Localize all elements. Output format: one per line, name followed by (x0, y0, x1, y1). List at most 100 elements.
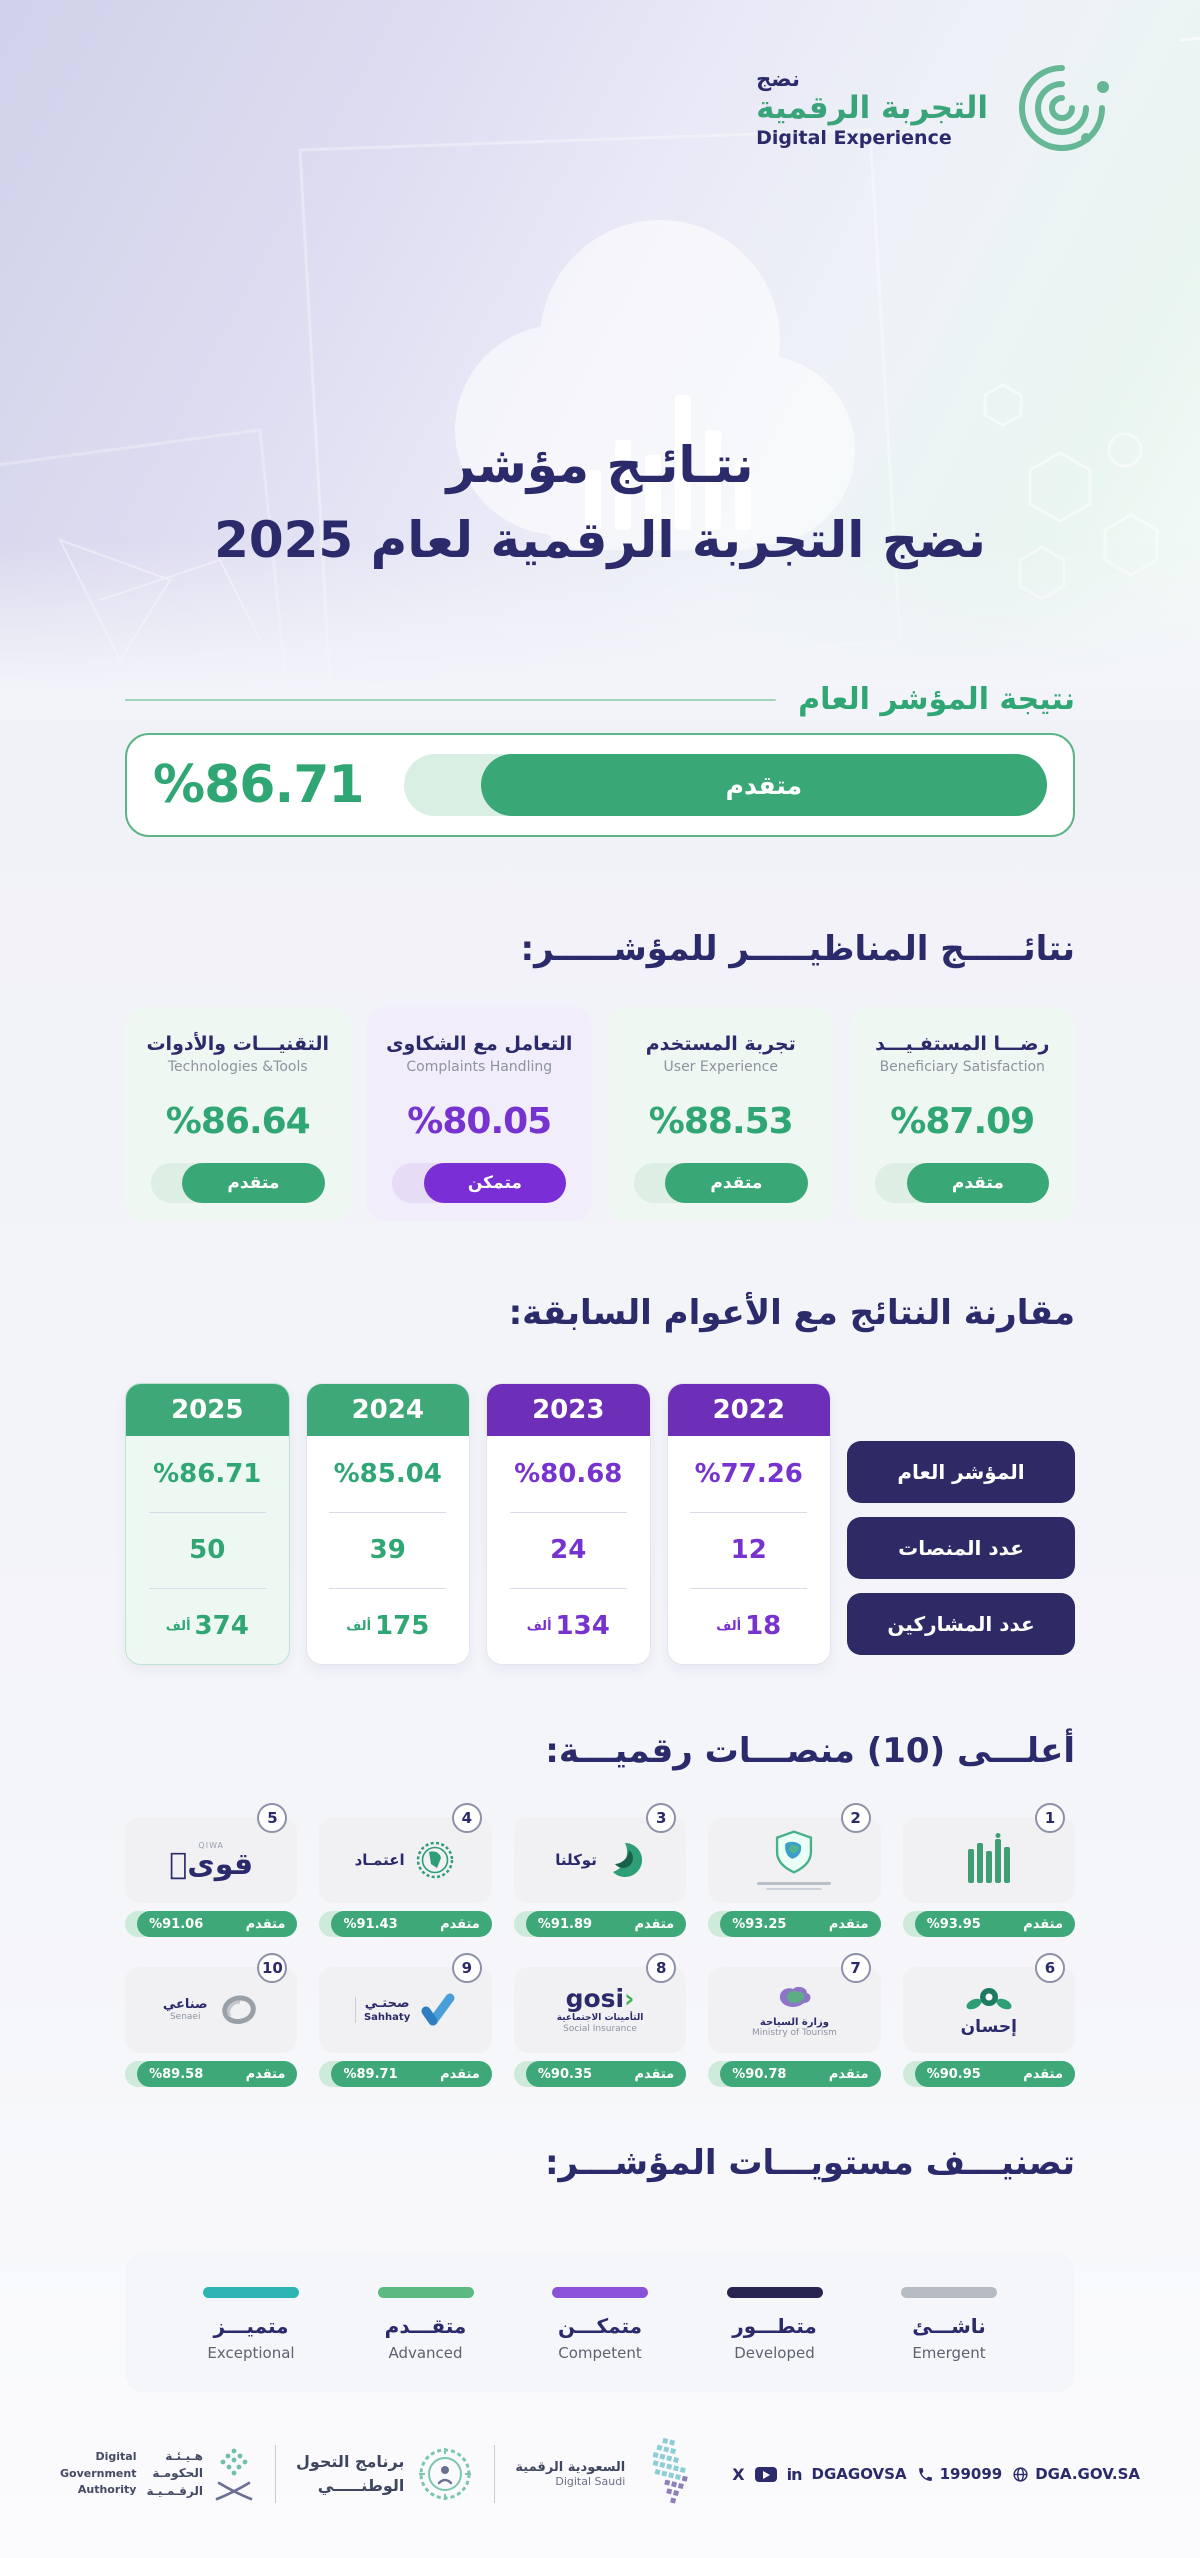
rank-badge: 1 (1035, 1803, 1065, 1833)
youtube-icon[interactable] (754, 2466, 777, 2482)
rank-badge: 7 (840, 1953, 871, 1983)
cell-index: %85.04 (333, 1459, 442, 1489)
sahhaty-name-ar: صحتـي (364, 1996, 410, 2012)
etimad-logo (416, 1841, 453, 1879)
logo-line3: Digital Experience (756, 126, 952, 149)
rank-badge: 3 (646, 1803, 677, 1833)
top10-heading: أعلـــى (10) منصـــات رقميـــة: (545, 1731, 1075, 1771)
page-title: نتـائـج مؤشر نضج التجربة الرقمية لعام 20… (125, 0, 1075, 578)
platform-item-zatca: 2 متقدم %93.25 (708, 1803, 881, 1937)
card-title-en: Beneficiary Satisfaction (879, 1059, 1045, 1075)
card-badge: متقدم (633, 1163, 808, 1203)
website-link[interactable]: DGA.GOV.SA (1035, 2465, 1140, 2483)
card-badge-label: متمكن (423, 1163, 567, 1203)
levels-section: تصنيـــف مستويـــات المؤشـــر: ناشـــئ E… (125, 2143, 1075, 2392)
card-badge-label: متقدم (665, 1163, 808, 1203)
level-color-bar (901, 2287, 997, 2298)
card-value: %86.64 (165, 1101, 311, 1142)
year-header: 2024 (306, 1384, 469, 1436)
dga-palm-swords-icon (215, 2448, 253, 2501)
platform-score-badge: متقدم %89.58 (125, 2061, 298, 2087)
etimad-name: اعتمـاد (354, 1850, 405, 1869)
platform-score-badge: متقدم %90.35 (513, 2061, 687, 2087)
page-title-line1: نتـائـج مؤشر (446, 436, 754, 494)
platform-item-senaei: 10 صناعي Senaei متقدم %89.58 (125, 1953, 298, 2087)
logo-line1: نضج (756, 67, 800, 92)
platform-item-etimad: 4 اعتمـاد متقدم %91.43 (319, 1803, 492, 1937)
platform-item-gosi: 8 gosi› التأمينات الاجتماعية Social Insu… (513, 1953, 687, 2087)
cell-participants: 18 ألف (668, 1588, 831, 1664)
card-badge: متمكن (392, 1163, 567, 1203)
overall-progress-fill: متقدم (480, 754, 1047, 816)
rank-badge: 9 (451, 1953, 482, 1983)
card-title-ar: تجربة المستخدم (645, 1033, 796, 1055)
card-title-ar: التعامل مع الشكاوى (386, 1033, 573, 1055)
comparison-heading: مقارنة النتائج مع الأعوام السابقة: (508, 1293, 1075, 1333)
levels-heading: تصنيـــف مستويـــات المؤشـــر: (544, 2143, 1075, 2183)
brand-logo: نضج التجربة الرقمية Digital Experience (756, 52, 1118, 164)
cell-platforms: 24 (487, 1512, 650, 1588)
cell-index: %77.26 (694, 1459, 803, 1489)
platform-score-badge: متقدم %90.78 (708, 2061, 881, 2087)
level-advanced: متقـــدم Advanced (356, 2287, 496, 2362)
x-twitter-icon[interactable]: X (732, 2464, 745, 2484)
rank-badge: 6 (1035, 1953, 1065, 1983)
platform-score-badge: متقدم %89.71 (319, 2061, 492, 2087)
senaei-name-en: Senaei (169, 2012, 201, 2023)
year-header: 2022 (667, 1384, 830, 1436)
phone-icon (918, 2467, 932, 2481)
level-color-bar (203, 2287, 299, 2298)
perspective-card-user-experience: تجربة المستخدم User Experience %88.53 مت… (608, 1007, 834, 1221)
tawakkalna-logo (612, 1843, 642, 1877)
footer-social-row: X in DGAGOVSA 199099 DGA.GOV.SA (732, 2465, 1140, 2484)
linkedin-icon[interactable]: in (786, 2464, 803, 2484)
rank-badge: 4 (451, 1803, 482, 1833)
sahhaty-name-en: Sahhaty (363, 2011, 411, 2023)
platform-score-badge: متقدم %90.95 (902, 2061, 1075, 2087)
perspective-card-technologies-tools: التقنيـــات والأدوات Technologies &Tools… (125, 1007, 351, 1221)
levels-legend: ناشـــئ Emergent متطـــور Developed متمك… (125, 2253, 1075, 2392)
cell-platforms: 39 (307, 1512, 470, 1588)
card-badge: متقدم (875, 1163, 1050, 1203)
comparison-row-labels: المؤشر العام عدد المنصات عدد المشاركين (847, 1383, 1075, 1665)
cloud-bars-icon (585, 395, 751, 530)
overall-progress-bar: متقدم (403, 754, 1047, 816)
card-value: %88.53 (648, 1101, 794, 1142)
perspective-card-beneficiary-satisfaction: رضـــا المستفـيـــد Beneficiary Satisfac… (849, 1007, 1075, 1221)
digital-saudi-name-en: Digital Saudi (555, 2475, 626, 2488)
phone-number[interactable]: 199099 (939, 2465, 1003, 2483)
cell-platforms: 12 (668, 1512, 831, 1588)
rank-badge: 2 (840, 1803, 871, 1833)
tawakkalna-name: توكلنا (555, 1850, 597, 1869)
ntp-logo: برنامج التحول الوطنـــــي (296, 2445, 474, 2503)
qiwa-logo: QIWA قوىٖ (169, 1841, 253, 1880)
zatca-logo (776, 1830, 813, 1874)
cell-index: %86.71 (153, 1459, 262, 1489)
qiwa-name-en: QIWA (198, 1840, 225, 1850)
platform-score-badge: متقدم %93.25 (708, 1911, 881, 1937)
globe-icon (1013, 2466, 1028, 2482)
card-value: %87.09 (890, 1101, 1035, 1142)
cell-participants: 374 ألف (126, 1588, 289, 1664)
ehsan-name: إحسان (960, 2016, 1017, 2037)
card-title-ar: التقنيـــات والأدوات (146, 1033, 330, 1055)
card-title-en: Complaints Handling (406, 1059, 553, 1075)
social-handle[interactable]: DGAGOVSA (811, 2465, 907, 2483)
rank-badge: 10 (257, 1953, 288, 1983)
digital-saudi-logo: السعودية الرقمية Digital Saudi (515, 2435, 707, 2513)
year-column-2025: 2025 %86.71 50 374 ألف (125, 1383, 290, 1665)
level-exceptional: متميـــز Exceptional (181, 2287, 321, 2362)
card-badge-label: متقدم (182, 1163, 325, 1203)
ntp-name: برنامج التحول الوطنـــــي (295, 2452, 405, 2495)
row-label-general-index: المؤشر العام (847, 1441, 1075, 1503)
tourism-name-ar: وزارة السياحة (759, 2016, 829, 2028)
hero-background (0, 0, 1200, 720)
senaei-name-ar: صناعي (162, 1996, 208, 2012)
footer: Digital Government Authority هـيـئـة الح… (0, 2390, 1200, 2558)
cell-platforms: 50 (126, 1512, 289, 1588)
dga-logo: Digital Government Authority هـيـئـة الح… (60, 2445, 255, 2503)
overall-score-value: %86.71 (153, 755, 365, 815)
digital-experience-spiral-icon (1019, 65, 1109, 151)
overall-score-card: %86.71 متقدم (125, 733, 1075, 837)
row-label-platform-count: عدد المنصات (847, 1517, 1075, 1579)
